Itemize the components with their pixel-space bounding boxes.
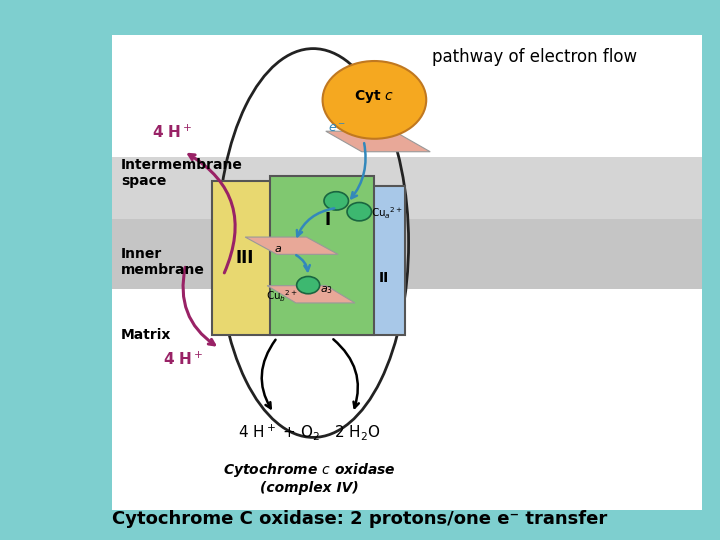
Circle shape: [323, 61, 426, 139]
FancyBboxPatch shape: [270, 176, 374, 335]
FancyBboxPatch shape: [112, 157, 702, 219]
Text: Inner
membrane: Inner membrane: [121, 247, 204, 277]
Text: Intermembrane
space: Intermembrane space: [121, 158, 243, 188]
Polygon shape: [267, 286, 355, 303]
Polygon shape: [325, 131, 431, 152]
Circle shape: [297, 276, 320, 294]
Text: $a$: $a$: [274, 245, 282, 254]
Text: Matrix: Matrix: [121, 328, 171, 342]
Text: Cyt $c$: Cyt $c$: [354, 88, 395, 105]
Polygon shape: [245, 237, 338, 254]
Text: II: II: [379, 272, 389, 285]
Circle shape: [324, 192, 348, 210]
Text: Cytochrome $c$ oxidase
(complex IV): Cytochrome $c$ oxidase (complex IV): [223, 461, 396, 495]
Text: 4 H$^+$: 4 H$^+$: [153, 124, 193, 141]
Text: 4 H$^+$ + O$_2$   2 H$_2$O: 4 H$^+$ + O$_2$ 2 H$_2$O: [238, 422, 381, 442]
Circle shape: [347, 202, 372, 221]
Text: pathway of electron flow: pathway of electron flow: [432, 48, 637, 66]
Text: Cytochrome C oxidase: 2 protons/one e⁻ transfer: Cytochrome C oxidase: 2 protons/one e⁻ t…: [112, 510, 608, 528]
Text: III: III: [235, 249, 254, 267]
Text: Cu$_b$$^{2+}$: Cu$_b$$^{2+}$: [266, 288, 299, 303]
Text: I: I: [324, 211, 330, 229]
FancyBboxPatch shape: [212, 181, 277, 335]
FancyBboxPatch shape: [351, 186, 405, 335]
Text: Cu$_a$$^{2+}$: Cu$_a$$^{2+}$: [371, 205, 403, 220]
Text: $a_3$: $a_3$: [320, 285, 333, 296]
FancyBboxPatch shape: [112, 35, 702, 510]
FancyBboxPatch shape: [112, 219, 702, 289]
Text: 4 H$^+$: 4 H$^+$: [163, 350, 204, 368]
Text: $e^-$: $e^-$: [328, 122, 346, 135]
